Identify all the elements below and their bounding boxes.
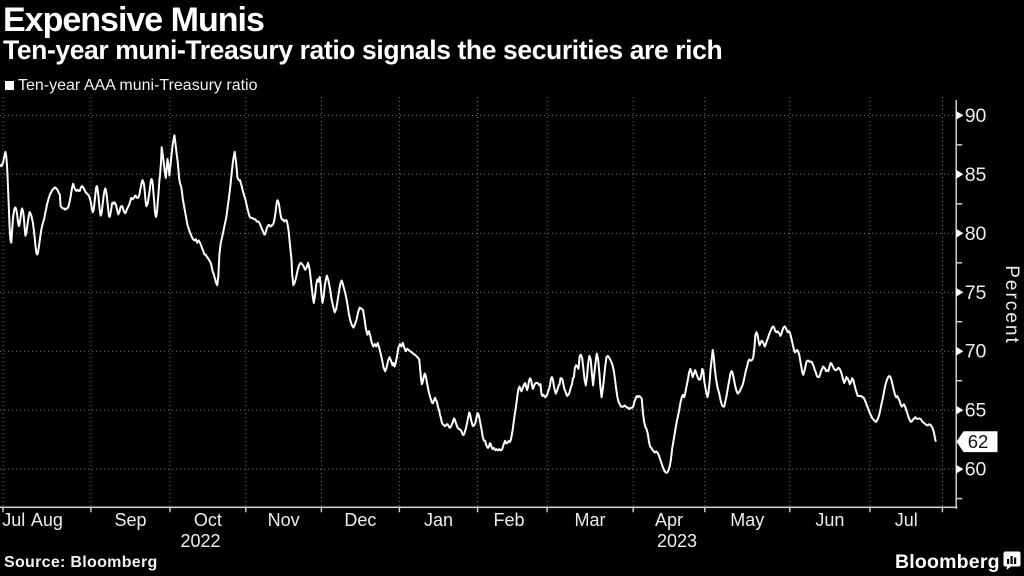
svg-text:Nov: Nov [268,510,300,530]
svg-text:2022: 2022 [180,531,220,551]
svg-text:Sep: Sep [114,510,146,530]
svg-text:2023: 2023 [657,531,697,551]
svg-text:Percent: Percent [1001,265,1022,344]
svg-text:70: 70 [965,341,987,363]
svg-text:75: 75 [965,282,987,304]
svg-text:65: 65 [965,400,987,422]
svg-text:Jul: Jul [2,510,25,530]
svg-text:62: 62 [968,431,989,452]
svg-text:Dec: Dec [344,510,376,530]
svg-text:85: 85 [965,164,987,186]
svg-text:Mar: Mar [575,510,606,530]
svg-text:60: 60 [965,459,987,481]
svg-text:May: May [730,510,764,530]
svg-text:Jul: Jul [895,510,918,530]
svg-text:Feb: Feb [493,510,524,530]
svg-text:Apr: Apr [655,510,683,530]
svg-text:90: 90 [965,105,987,127]
svg-text:Aug: Aug [31,510,63,530]
svg-text:Jan: Jan [424,510,453,530]
svg-text:80: 80 [965,223,987,245]
svg-text:Oct: Oct [194,510,222,530]
svg-text:Jun: Jun [815,510,844,530]
